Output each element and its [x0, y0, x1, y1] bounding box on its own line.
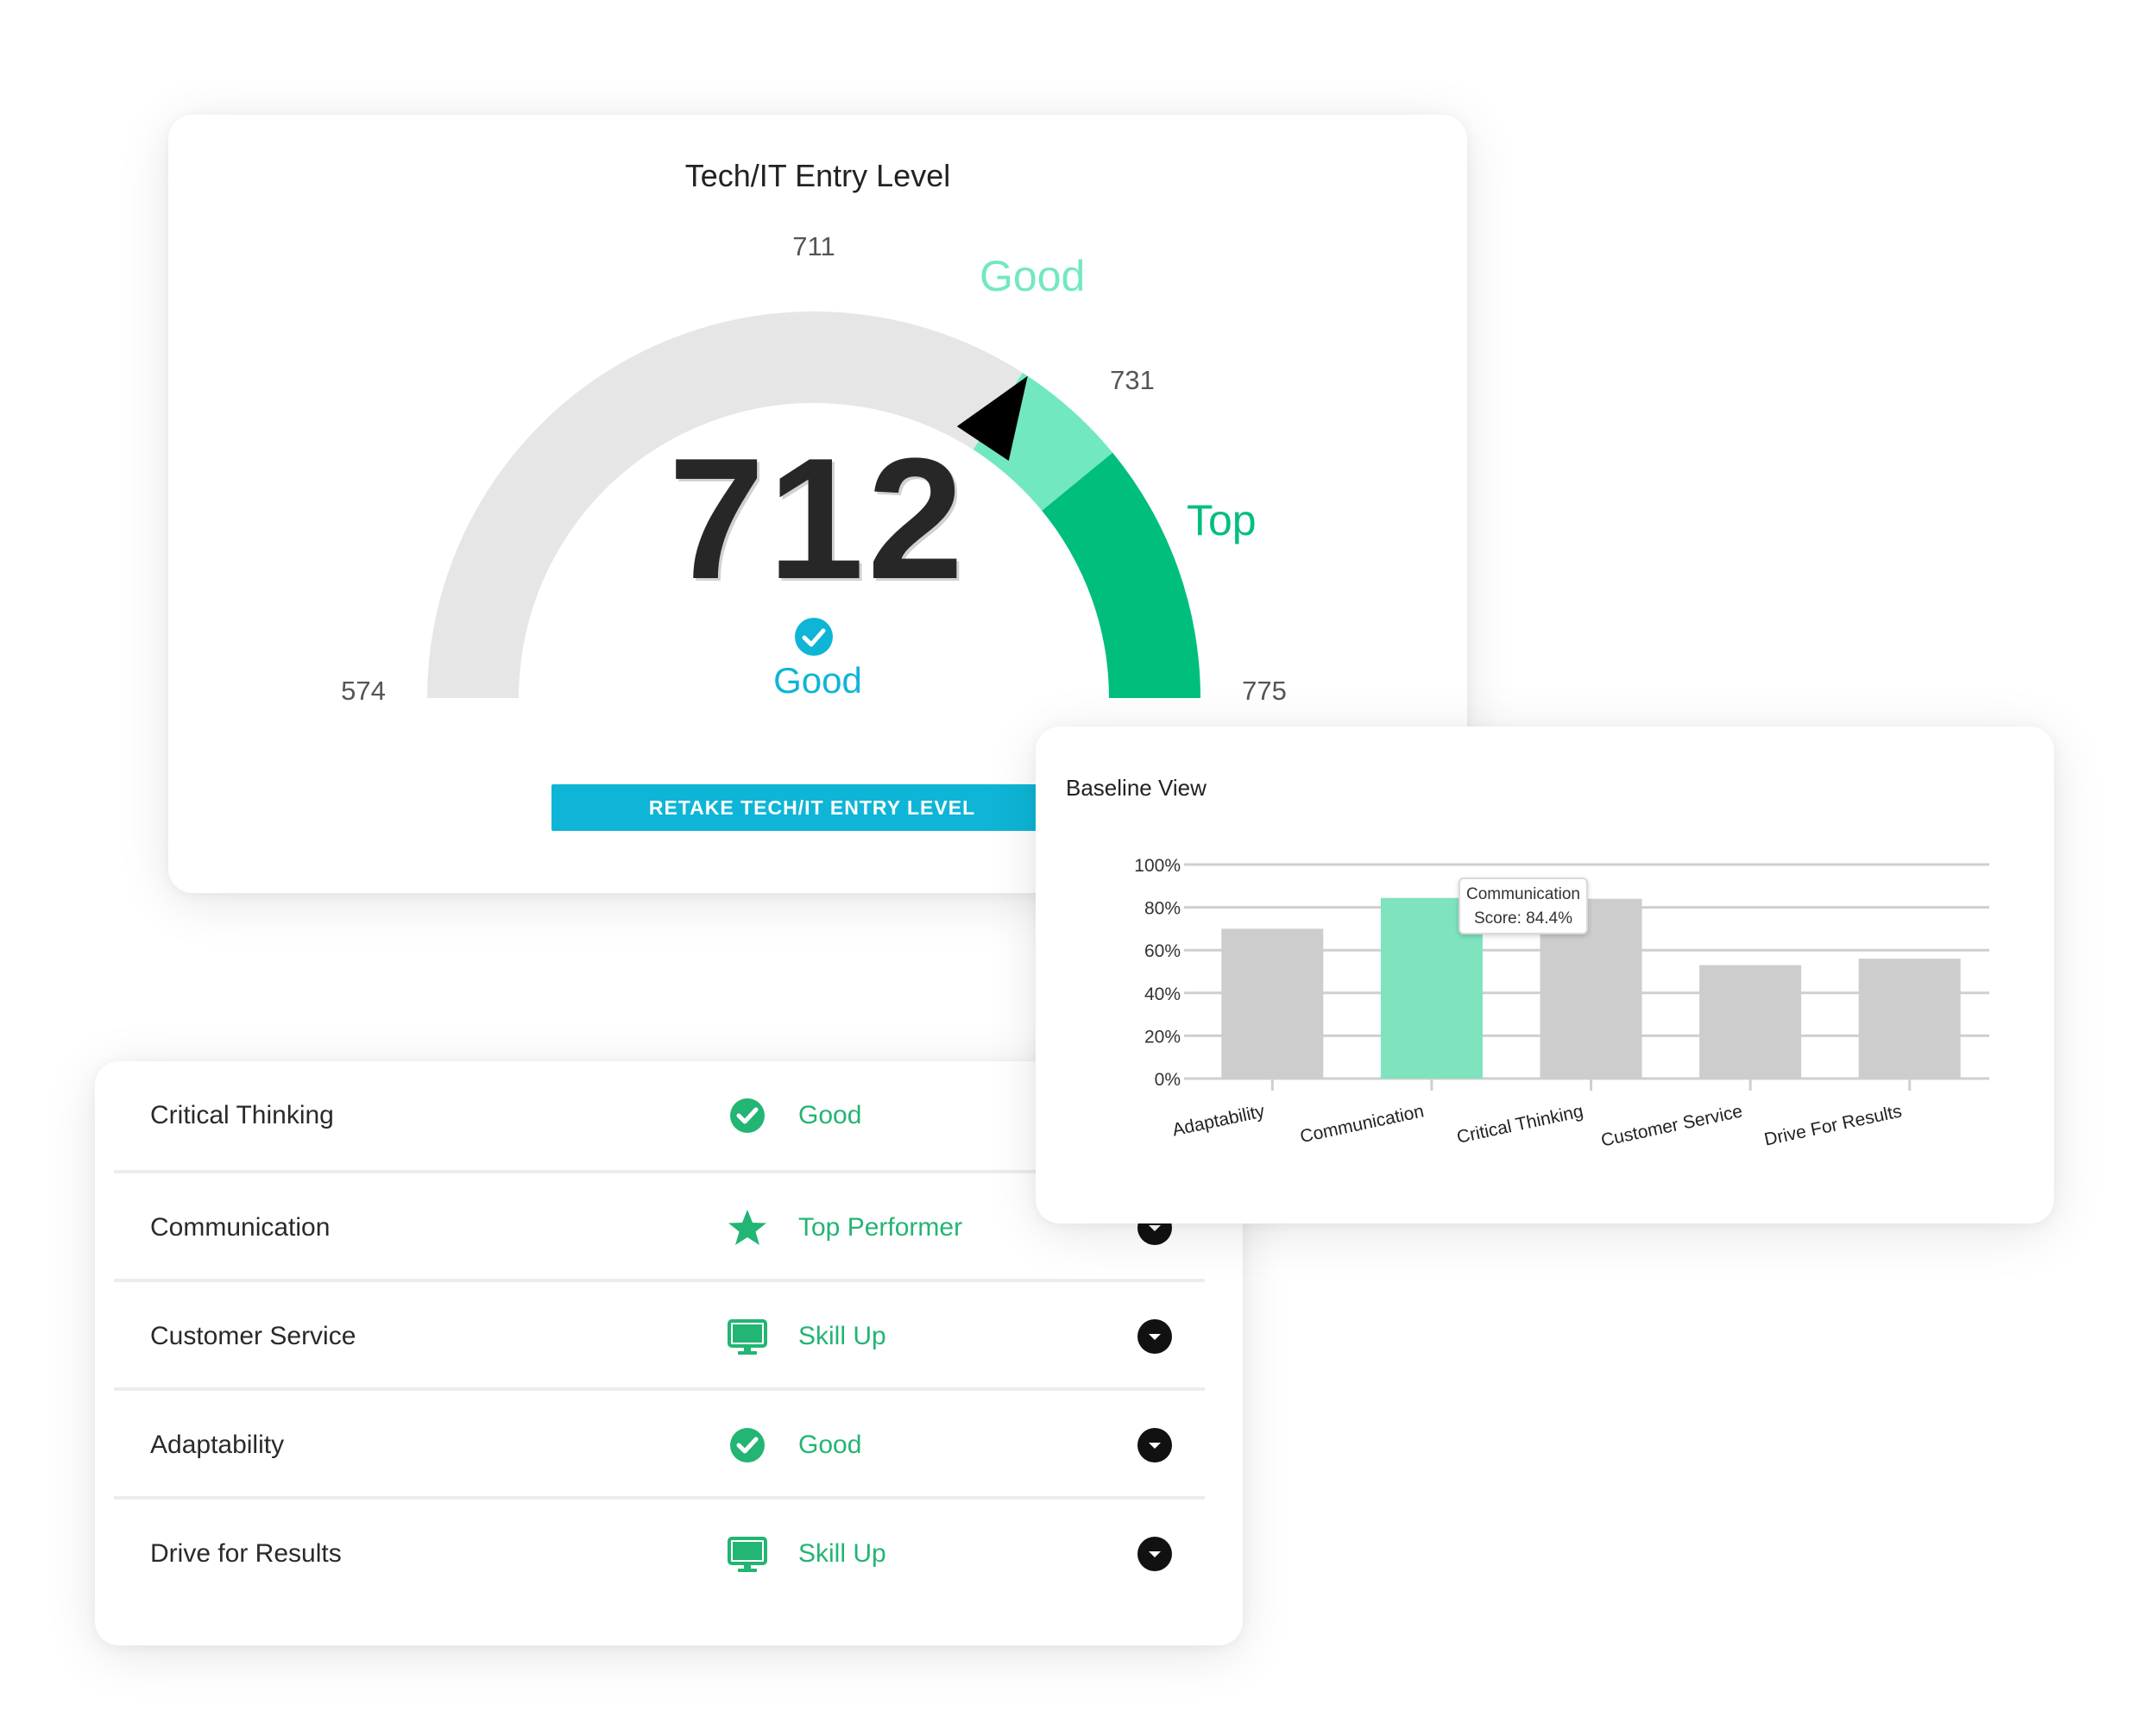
gauge-tick-min: 574 — [341, 676, 386, 706]
y-tick-label: 20% — [1144, 1027, 1181, 1047]
gauge-top-arc — [1042, 452, 1200, 698]
skill-name: Adaptability — [150, 1431, 285, 1459]
score-status-label: Good — [773, 660, 862, 701]
skill-status: Skill Up — [798, 1539, 886, 1568]
gauge-needle — [956, 375, 1028, 461]
expand-row-button[interactable] — [1137, 1428, 1172, 1462]
check-circle-icon — [730, 1428, 765, 1462]
baseline-chart-card: Baseline View 0% 20% 40% 60% 80% 100% Adaptabi… — [1036, 726, 2054, 1223]
check-circle-icon — [795, 618, 833, 656]
gauge-zone-top-label: Top — [1187, 496, 1257, 544]
chevron-down-icon — [1149, 1334, 1161, 1340]
skill-name: Drive for Results — [150, 1539, 342, 1568]
tooltip-category: Communication — [1466, 885, 1580, 903]
list-item: Communication Top Performer — [114, 1170, 1205, 1282]
skill-name: Communication — [150, 1213, 331, 1242]
skill-status: Good — [798, 1101, 862, 1129]
chevron-down-icon — [1149, 1225, 1161, 1231]
gauge-tick-max: 775 — [1242, 676, 1287, 706]
y-tick-label: 0% — [1155, 1070, 1181, 1090]
monitor-icon — [728, 1319, 767, 1355]
chevron-down-icon — [1149, 1443, 1161, 1449]
x-tick-label: Critical Thinking — [1455, 1101, 1585, 1147]
x-tick-label: Customer Service — [1599, 1101, 1744, 1150]
x-tick-label: Adaptability — [1170, 1101, 1266, 1140]
list-item: Drive for Results Skill Up — [114, 1496, 1205, 1608]
score-gauge-card: Tech/IT Entry Level 574 711 731 775 Good… — [168, 115, 1467, 893]
list-item: Adaptability Good — [114, 1387, 1205, 1500]
chart-bar — [1858, 959, 1961, 1079]
y-tick-label: 100% — [1134, 856, 1181, 876]
chart-bar — [1699, 965, 1802, 1079]
list-item: Critical Thinking Good — [114, 1061, 1205, 1170]
gauge-title: Tech/IT Entry Level — [684, 158, 951, 193]
chart-title: Baseline View — [1066, 775, 1207, 801]
skill-status: Top Performer — [798, 1213, 963, 1242]
x-tick-label: Communication — [1298, 1101, 1425, 1147]
y-tick-label: 40% — [1144, 984, 1181, 1004]
gauge-tick-good-start: 711 — [792, 231, 835, 261]
chart-tooltip: Communication Score: 84.4% — [1459, 877, 1588, 934]
check-circle-icon — [730, 1098, 765, 1133]
gauge-base-arc — [427, 311, 1023, 698]
score-gauge: 574 711 731 775 Good Top — [341, 231, 1287, 706]
skill-name: Critical Thinking — [150, 1101, 334, 1129]
tooltip-score: Score: 84.4% — [1473, 909, 1573, 928]
expand-row-button[interactable] — [1137, 1319, 1172, 1354]
chevron-down-icon — [1149, 1551, 1161, 1557]
baseline-bar-chart: 0% 20% 40% 60% 80% 100% Adaptability Communicat… — [1134, 856, 1989, 1151]
y-tick-label: 80% — [1144, 899, 1181, 919]
y-tick-label: 60% — [1144, 941, 1181, 961]
score-value: 712 — [668, 423, 967, 615]
skill-name: Customer Service — [150, 1322, 356, 1350]
gauge-tick-top-start: 731 — [1110, 365, 1155, 395]
monitor-icon — [728, 1537, 767, 1572]
retake-assessment-button[interactable]: RETAKE TECH/IT ENTRY LEVEL — [551, 784, 1073, 831]
list-item: Customer Service Skill Up — [114, 1279, 1205, 1391]
gauge-zone-good-label: Good — [980, 252, 1085, 300]
chart-bar — [1221, 928, 1324, 1079]
star-icon — [728, 1210, 766, 1245]
expand-row-button[interactable] — [1137, 1537, 1172, 1571]
skill-status: Good — [798, 1431, 862, 1459]
skill-status: Skill Up — [798, 1322, 886, 1350]
x-tick-label: Drive For Results — [1762, 1101, 1903, 1149]
